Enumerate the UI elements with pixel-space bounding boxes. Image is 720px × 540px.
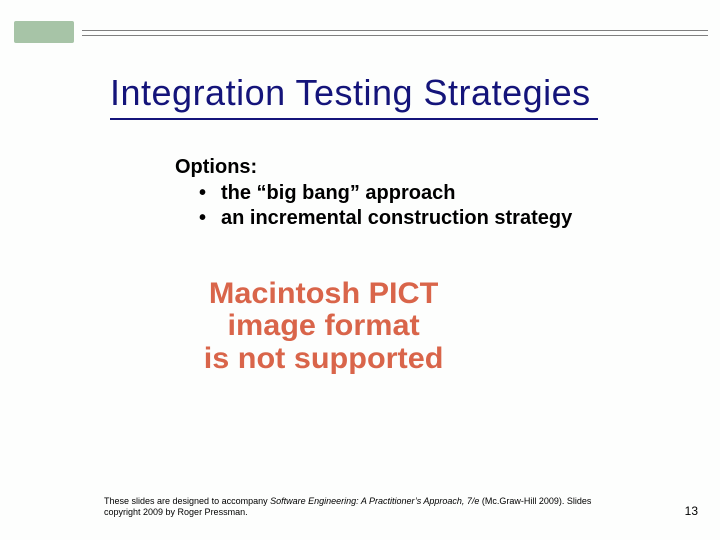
footer-pre: These slides are designed to accompany (104, 496, 270, 506)
bullet-icon: • (199, 206, 221, 232)
footer-book-title: Software Engineering: A Practitioner’s A… (270, 496, 479, 506)
list-item: • the “big bang” approach (175, 181, 572, 207)
page-number: 13 (685, 504, 698, 518)
bullet-icon: • (199, 181, 221, 207)
pict-line-2: image format (140, 310, 507, 342)
footer-attribution: These slides are designed to accompany S… (104, 496, 604, 519)
header-accent-bar (14, 21, 74, 43)
list-item: • an incremental construction strategy (175, 206, 572, 232)
pict-line-1: Macintosh PICT (140, 278, 507, 310)
slide: Integration Testing Strategies Options: … (0, 0, 720, 540)
options-block: Options: • the “big bang” approach • an … (175, 155, 572, 232)
bullet-text: an incremental construction strategy (221, 206, 572, 232)
pict-line-3: is not supported (140, 343, 507, 375)
options-heading: Options: (175, 155, 572, 181)
bullet-text: the “big bang” approach (221, 181, 455, 207)
header-rule (82, 30, 708, 36)
title-underline (110, 118, 598, 120)
pict-error-placeholder: Macintosh PICT image format is not suppo… (140, 278, 507, 375)
slide-title: Integration Testing Strategies (110, 72, 591, 114)
